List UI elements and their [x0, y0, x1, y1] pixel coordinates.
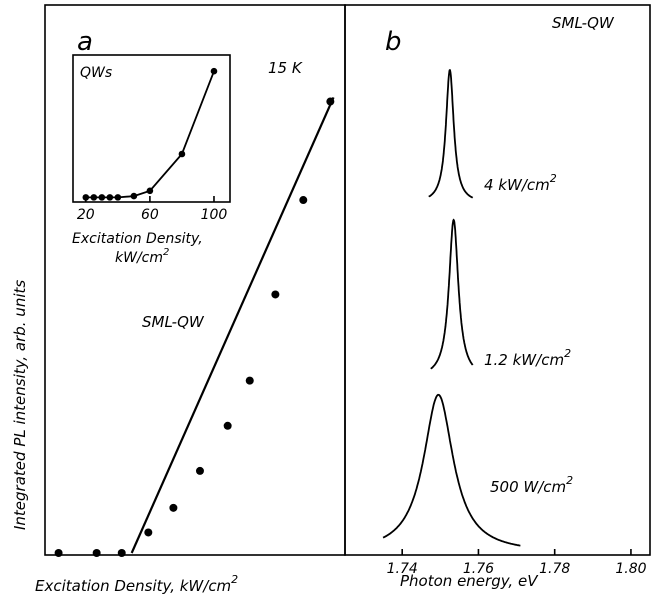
temperature-label: 15 K: [268, 59, 303, 77]
data-point: [223, 421, 232, 430]
panel-a-label: a: [77, 27, 93, 57]
data-point: [169, 503, 178, 512]
panel-b-series-label: SML-QW: [552, 14, 615, 32]
inset-x-tick-label: 20: [77, 207, 95, 223]
inset-plot: 20 60 100: [77, 67, 228, 223]
inset-frame: [72, 54, 231, 203]
data-point: [92, 549, 101, 557]
panel-a-frame: [44, 4, 346, 556]
inset-data-point: [106, 194, 114, 201]
inset-series-label: QWs: [80, 65, 112, 81]
inset-data-point: [210, 67, 218, 75]
spectrum-curve: [430, 218, 474, 370]
x-axis-label-a: Excitation Density, kW/cm2: [35, 573, 238, 595]
data-point: [245, 376, 254, 385]
inset-data-point: [146, 187, 154, 195]
inset-data-point: [130, 192, 138, 200]
panel-a-plot: [54, 97, 335, 557]
inset-data-point: [90, 194, 98, 201]
inset-data-point: [178, 150, 186, 158]
panel-b-label: b: [385, 27, 402, 57]
curve-label-1-2kw: 1.2 kW/cm2: [484, 347, 571, 369]
x-tick-label: 1.80: [615, 561, 646, 577]
inset-data-point: [114, 194, 122, 201]
series-label-sml-qw: SML-QW: [142, 313, 205, 331]
curve-label-4kw: 4 kW/cm2: [484, 172, 557, 194]
y-axis-label: Integrated PL intensity, arb. units: [11, 280, 29, 530]
data-point: [117, 549, 126, 557]
data-point: [326, 97, 335, 106]
inset-x-tick-label: 60: [141, 207, 159, 223]
panel-b-frame: [344, 4, 651, 556]
curve-label-500w: 500 W/cm2: [490, 474, 573, 496]
data-point: [54, 549, 63, 557]
panel-b-plot: 1.74 1.76 1.78 1.80: [382, 69, 647, 577]
data-point: [144, 528, 153, 537]
inset-x-axis-label-1: Excitation Density,: [72, 231, 203, 247]
x-tick-label: 1.76: [463, 561, 494, 577]
x-tick-label: 1.78: [539, 561, 570, 577]
data-point: [271, 290, 280, 299]
x-axis-label-b: Photon energy, eV: [400, 572, 539, 590]
inset-x-axis-label-2: kW/cm2: [115, 247, 169, 266]
spectrum-curve: [428, 69, 474, 199]
spectrum-curve: [382, 393, 521, 547]
data-point: [195, 466, 204, 475]
inset-data-point: [98, 194, 106, 201]
fit-line: [130, 97, 335, 554]
x-tick-label: 1.74: [387, 561, 418, 577]
inset-x-tick-label: 100: [201, 207, 228, 223]
data-point: [299, 196, 308, 205]
inset-curve: [85, 70, 215, 199]
